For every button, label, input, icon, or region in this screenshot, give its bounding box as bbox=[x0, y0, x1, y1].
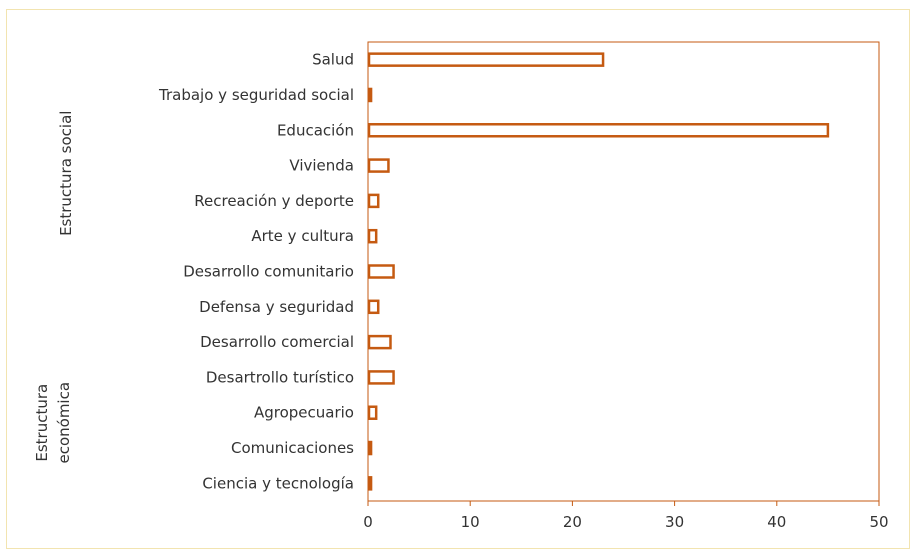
category-label: Salud bbox=[312, 51, 354, 69]
bar bbox=[367, 405, 378, 420]
bar bbox=[367, 123, 830, 138]
category-label: Vivienda bbox=[289, 157, 354, 175]
x-tick-label: 30 bbox=[665, 513, 684, 531]
category-label: Comunicaciones bbox=[231, 439, 354, 457]
bar bbox=[367, 158, 390, 173]
category-label: Desarrollo comercial bbox=[200, 333, 354, 351]
group-label: Estructura bbox=[33, 384, 51, 462]
bar bbox=[367, 476, 373, 491]
bar bbox=[367, 334, 392, 350]
plot-area-border bbox=[367, 41, 880, 502]
chart-frame: 0 10 20 30 40 50 Salud Trabajo y seguridad soci… bbox=[6, 9, 910, 549]
category-label: Trabajo y seguridad social bbox=[158, 86, 354, 104]
category-label: Defensa y seguridad bbox=[199, 298, 354, 316]
bar bbox=[367, 52, 605, 67]
group-label: Estructura social bbox=[57, 111, 75, 236]
category-label: Arte y cultura bbox=[251, 227, 354, 245]
category-label: Ciencia y tecnología bbox=[202, 474, 354, 492]
category-label: Desartrollo turístico bbox=[206, 368, 354, 386]
category-label: Agropecuario bbox=[254, 404, 354, 422]
x-tick-label: 10 bbox=[461, 513, 480, 531]
category-label: Desarrollo comunitario bbox=[183, 263, 354, 281]
category-label: Educación bbox=[277, 121, 354, 139]
x-tick-label: 40 bbox=[767, 513, 786, 531]
bar-chart: 0 10 20 30 40 50 Salud Trabajo y seguridad soci… bbox=[33, 41, 889, 531]
bar bbox=[367, 299, 380, 315]
bar bbox=[367, 440, 373, 456]
category-label: Recreación y deporte bbox=[194, 192, 354, 210]
bar bbox=[367, 87, 373, 103]
x-tick-label: 50 bbox=[869, 513, 888, 531]
x-tick-label: 0 bbox=[363, 513, 373, 531]
bar bbox=[367, 228, 378, 244]
bar bbox=[367, 193, 380, 209]
bar bbox=[367, 370, 395, 385]
bar bbox=[367, 264, 395, 279]
x-tick-label: 20 bbox=[563, 513, 582, 531]
group-label: económica bbox=[55, 382, 73, 464]
